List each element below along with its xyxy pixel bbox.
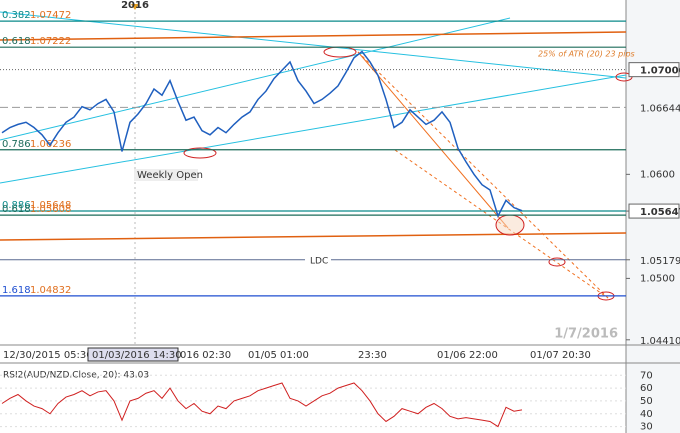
annotation: Weekly Open	[137, 170, 203, 181]
level-price: 1.05608	[30, 204, 71, 215]
y-tick-label: 60	[640, 383, 653, 394]
price-label: 1.05647	[640, 207, 680, 218]
level-price: 1.04832	[30, 285, 71, 296]
level-ratio: 0.618	[2, 204, 31, 215]
level-ratio: 0.886	[2, 200, 31, 211]
x-tick-label: 23:30	[358, 350, 387, 361]
level-ratio: 0.786	[2, 139, 31, 150]
price-line	[1, 382, 523, 428]
price-label: 1.04410	[640, 336, 680, 347]
y-tick-label: 1.0600	[640, 169, 675, 180]
y-tick-label: 40	[640, 409, 653, 420]
x-tick-label: 01/05 01:00	[248, 350, 309, 361]
label-bg	[134, 169, 198, 181]
x-tick-label: 01/07 20:30	[530, 350, 591, 361]
price-box	[628, 203, 680, 219]
annotation: 25% of ATR (20) 23 pips	[538, 50, 635, 59]
level-price: 1.07222	[30, 36, 71, 47]
trendline	[0, 74, 627, 184]
label-bg	[87, 347, 179, 362]
highlight	[183, 147, 217, 159]
channel-line	[357, 51, 509, 229]
x-tick-label: 016 02:30	[180, 350, 231, 361]
annotation: 1/7/2016	[554, 327, 618, 342]
y-tick-label: 50	[640, 396, 653, 407]
year-label: 2016	[121, 0, 149, 11]
x-tick-label: 01/06 22:00	[437, 350, 498, 361]
y-tick-label: 30	[640, 422, 653, 433]
x-tick-label: 01/03/2016 14:30	[92, 350, 182, 361]
highlight	[548, 257, 566, 267]
year-marker	[131, 4, 139, 10]
channel-line	[0, 232, 627, 241]
level-ratio: 1.618	[2, 285, 31, 296]
price-label: 1.07006	[640, 66, 680, 77]
y-tick-label: 70	[640, 370, 653, 381]
channel-line	[394, 149, 609, 299]
ldc-label: LDC	[310, 256, 328, 266]
price-label: 1.06644	[640, 103, 680, 114]
level-price: 1.07472	[30, 10, 71, 21]
level-price: 1.05648	[30, 200, 71, 211]
price-line	[1, 50, 523, 218]
x-tick-label: 12/30/2015 05:30	[3, 350, 93, 361]
channel-line	[0, 31, 627, 41]
trendline	[0, 11, 627, 79]
trendline	[0, 17, 511, 141]
channel-line	[357, 51, 609, 299]
price-label: 1.05179	[640, 256, 680, 267]
price-box	[628, 62, 680, 78]
label-bg	[305, 254, 331, 266]
highlight	[495, 214, 525, 236]
y-tick-label: 1.0500	[640, 273, 675, 284]
level-ratio: 0.618	[2, 36, 31, 47]
level-ratio: 0.382	[2, 10, 31, 21]
